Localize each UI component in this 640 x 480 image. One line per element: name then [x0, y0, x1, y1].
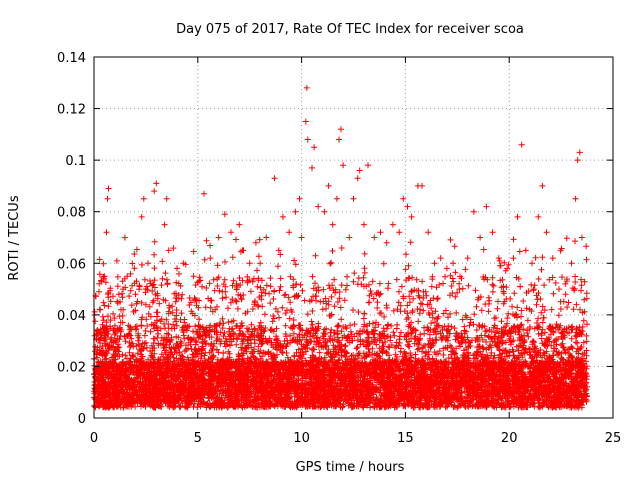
y-tick-label: 0.1	[65, 154, 86, 169]
x-tick-label: 15	[397, 431, 414, 446]
y-tick-label: 0.02	[57, 360, 86, 375]
axis-ticks: 0 5 10 15 20 25 0 0.02 0.04 0.06 0.08 0.1 0.12 0.14	[57, 51, 621, 446]
data-points	[91, 84, 590, 411]
plot-frame	[93, 56, 614, 419]
x-tick-label: 5	[194, 431, 202, 446]
y-tick-label: 0.06	[57, 257, 86, 272]
x-tick-label: 25	[605, 431, 622, 446]
y-axis-label: ROTI / TECUs	[7, 195, 22, 280]
y-tick-label: 0.08	[57, 206, 86, 221]
chart-title: Day 075 of 2017, Rate Of TEC Index for r…	[176, 22, 524, 37]
x-tick-label: 0	[90, 431, 98, 446]
y-tick-label: 0.04	[57, 309, 86, 324]
x-tick-label: 10	[293, 431, 310, 446]
x-axis-label: GPS time / hours	[296, 460, 405, 475]
y-tick-label: 0.14	[57, 51, 86, 66]
x-tick-label: 20	[501, 431, 518, 446]
scatter-markers	[91, 84, 590, 411]
y-tick-label: 0.12	[57, 103, 86, 118]
y-tick-label: 0	[78, 412, 86, 427]
